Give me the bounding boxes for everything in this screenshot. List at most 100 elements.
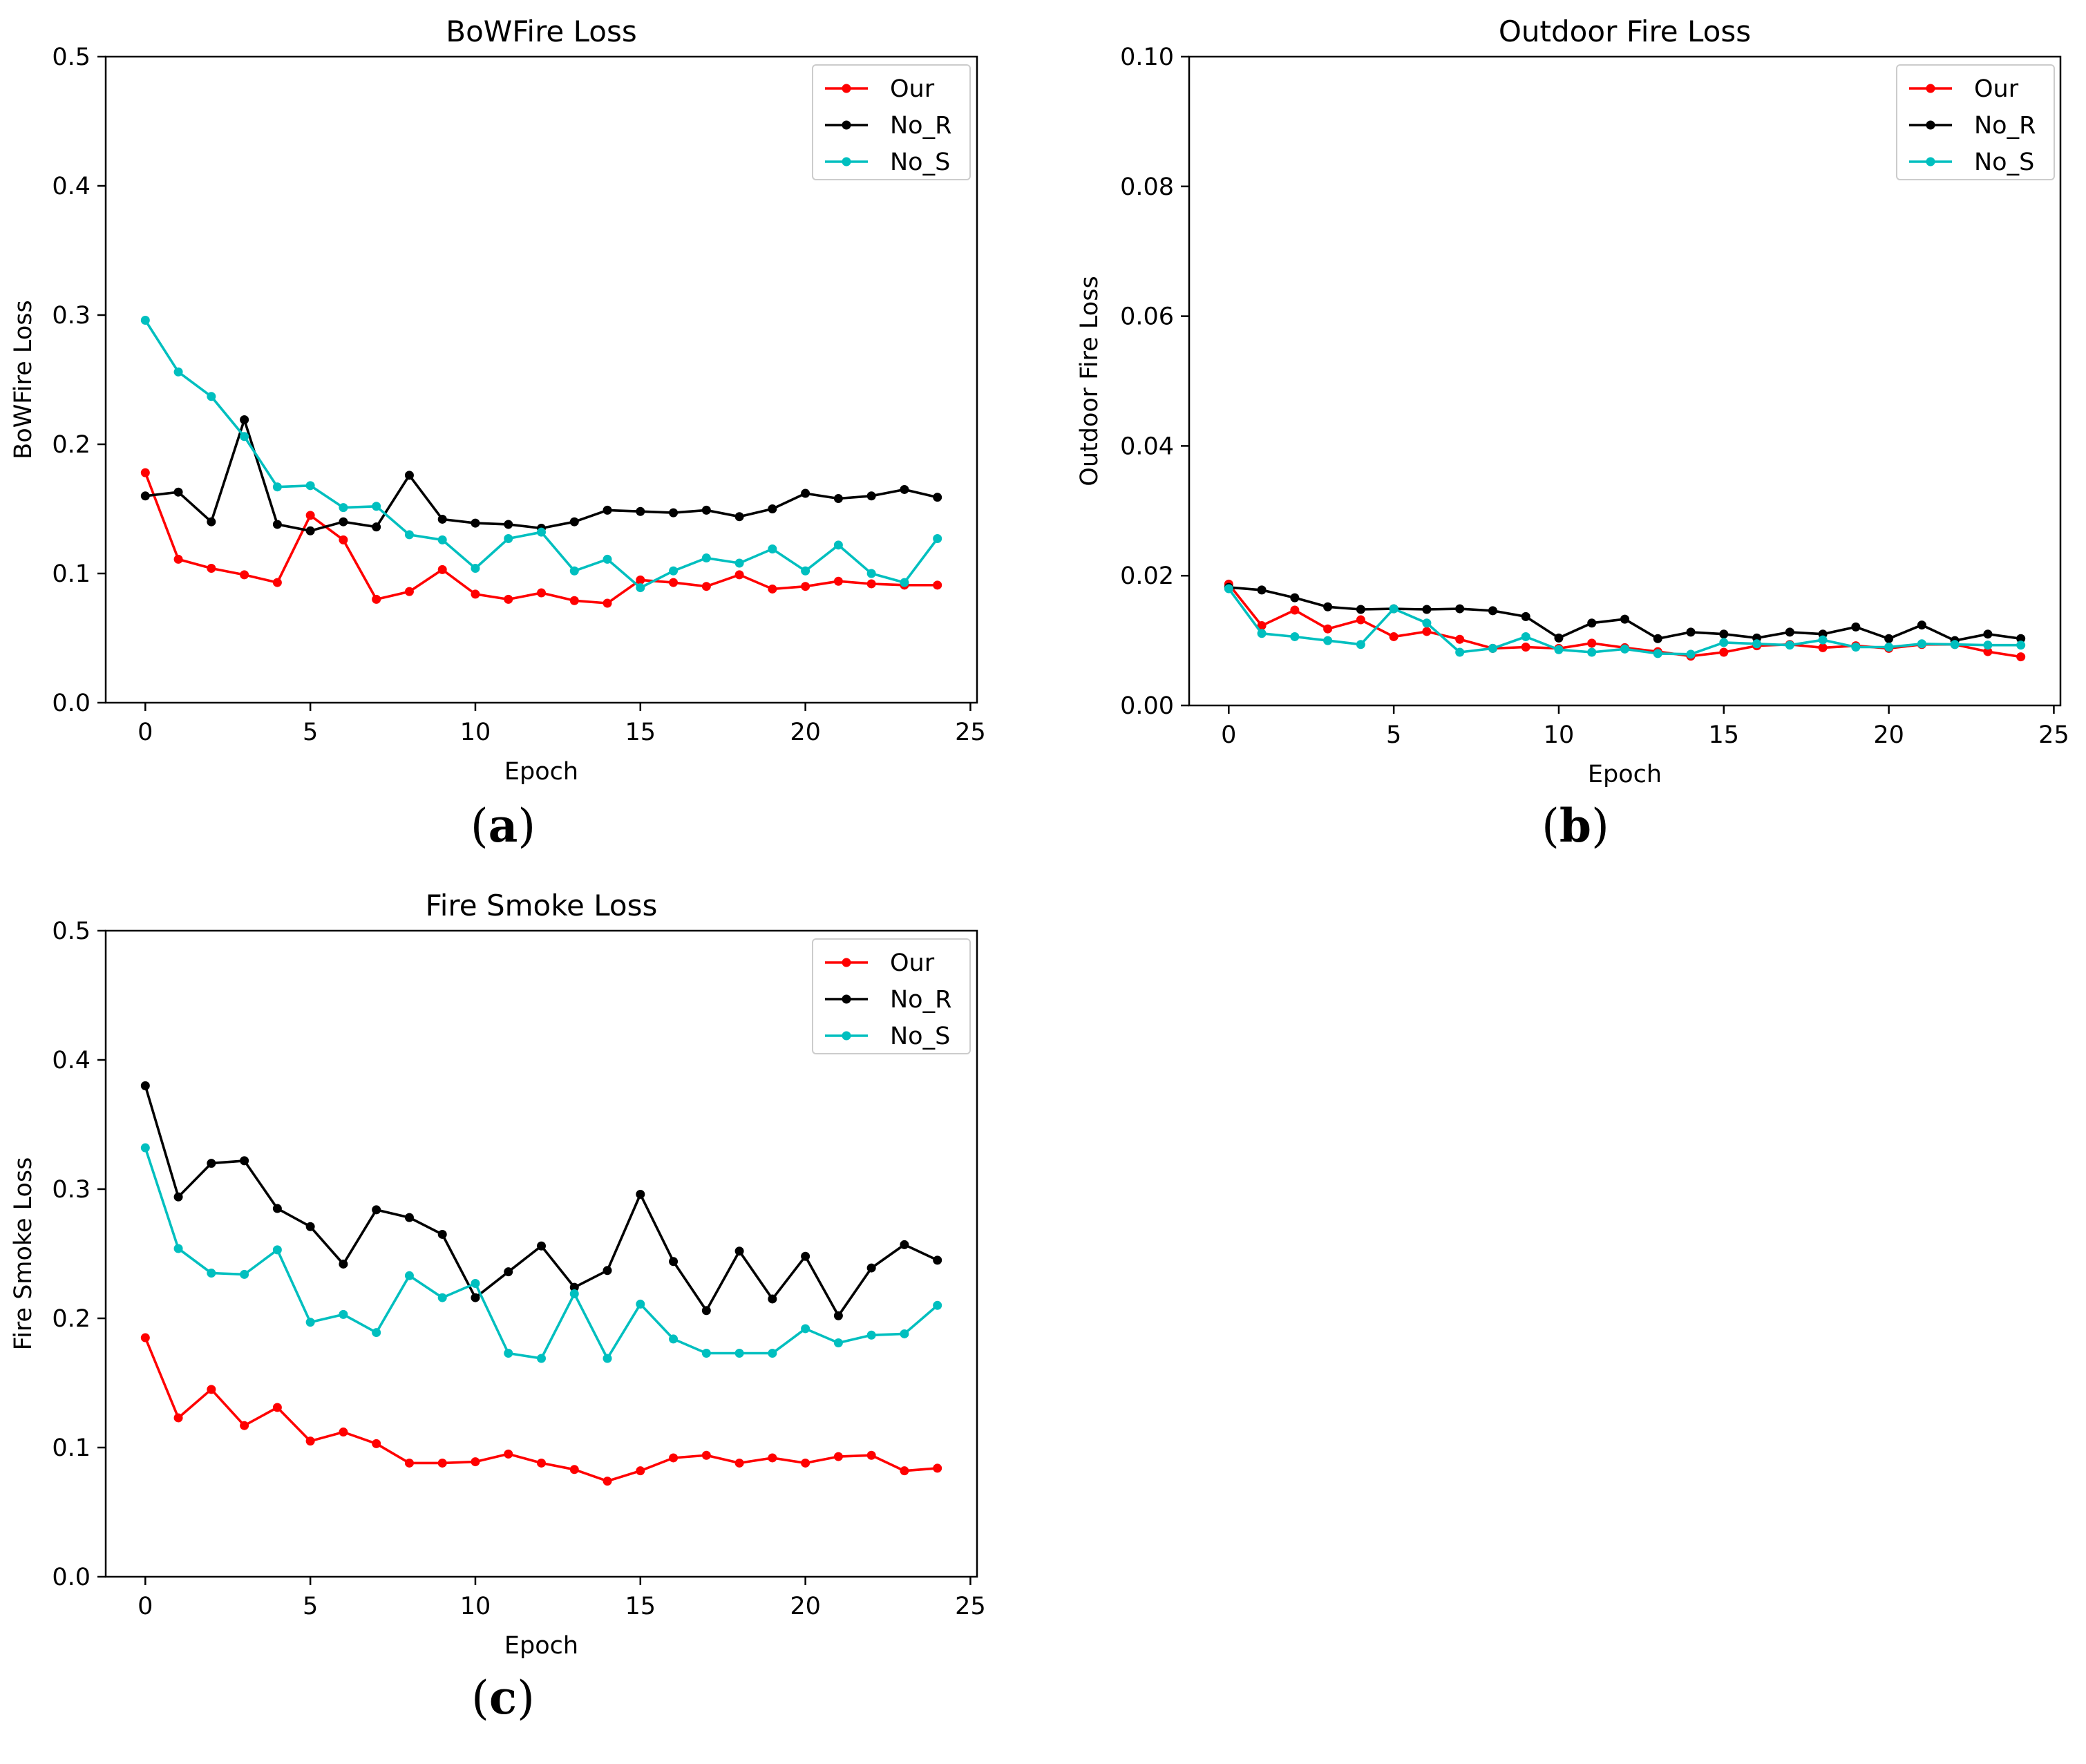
- data-point-no-r: [339, 517, 348, 527]
- data-point-our: [339, 1428, 348, 1437]
- data-point-no-r: [734, 1246, 744, 1256]
- data-point-no-r: [866, 491, 876, 501]
- legend-label-our: Our: [890, 949, 935, 977]
- x-tick-label: 0: [1221, 721, 1236, 749]
- data-point-no-r: [636, 1189, 645, 1199]
- panel-label: (b): [1542, 799, 1609, 853]
- data-point-no-s: [1686, 649, 1696, 659]
- y-axis-label: Fire Smoke Loss: [10, 1157, 37, 1351]
- data-point-our: [866, 1450, 876, 1460]
- x-tick-label: 10: [460, 719, 491, 746]
- data-point-no-s: [504, 1348, 513, 1358]
- panel-label-letter: a: [489, 799, 518, 853]
- data-point-no-s: [1455, 647, 1465, 657]
- data-point-our: [272, 578, 282, 587]
- data-point-our: [207, 564, 216, 573]
- data-point-no-s: [933, 1300, 942, 1310]
- data-point-our: [437, 1458, 447, 1468]
- data-point-no-s: [504, 534, 513, 544]
- data-point-our: [2016, 652, 2026, 662]
- panel-label-letter: b: [1559, 799, 1591, 853]
- data-point-our: [636, 575, 645, 585]
- data-point-our: [372, 594, 381, 604]
- data-point-no-s: [768, 544, 777, 553]
- data-point-no-r: [669, 1257, 679, 1267]
- data-point-no-s: [569, 1289, 579, 1298]
- data-point-no-s: [1752, 639, 1762, 649]
- data-point-no-s: [866, 1330, 876, 1340]
- panel-label: (c): [471, 1671, 535, 1725]
- x-tick-label: 25: [955, 719, 986, 746]
- panel-label-close-paren: ): [1591, 799, 1609, 853]
- legend-marker-no-r: [842, 994, 851, 1004]
- data-point-no-r: [801, 1251, 810, 1261]
- data-point-no-s: [305, 481, 315, 491]
- data-point-no-s: [701, 553, 711, 563]
- data-point-no-r: [207, 1159, 216, 1168]
- y-tick-label: 0.08: [1120, 173, 1174, 201]
- data-point-our: [833, 576, 843, 586]
- data-point-no-s: [272, 1245, 282, 1255]
- data-point-no-s: [569, 566, 579, 576]
- legend: Our No_R No_S: [812, 64, 971, 180]
- data-point-no-r: [1884, 634, 1894, 643]
- x-tick-label: 0: [138, 1593, 153, 1620]
- data-point-no-s: [537, 527, 546, 537]
- data-point-no-s: [207, 392, 216, 401]
- data-point-no-s: [305, 1318, 315, 1327]
- legend-marker-no-r: [842, 120, 851, 130]
- data-point-our: [603, 598, 612, 608]
- data-point-our: [801, 582, 810, 591]
- legend-marker-no-s: [842, 157, 851, 167]
- data-point-our: [1323, 624, 1333, 634]
- data-point-no-r: [305, 1222, 315, 1231]
- data-point-no-r: [1983, 629, 1993, 639]
- data-point-our: [833, 1452, 843, 1461]
- data-point-no-s: [404, 1271, 414, 1280]
- data-point-no-s: [1521, 632, 1530, 641]
- panel-label-letter: c: [489, 1671, 517, 1725]
- chart-panel-bowfire: 0 5 10 15 20 25 0.0 0.1 0.2 0.3 0.4 0.5 BoWFire Loss…: [10, 15, 986, 853]
- data-point-no-s: [900, 578, 909, 587]
- data-point-no-r: [701, 505, 711, 515]
- data-point-no-s: [140, 1143, 150, 1153]
- data-point-our: [1290, 605, 1300, 615]
- data-point-our: [140, 468, 150, 477]
- data-point-our: [537, 588, 546, 598]
- y-tick-label: 0.00: [1120, 692, 1174, 720]
- y-tick-label: 0.3: [52, 1176, 91, 1204]
- data-point-no-s: [1917, 639, 1926, 649]
- data-point-no-r: [504, 520, 513, 529]
- data-point-no-s: [801, 1324, 810, 1334]
- data-point-no-s: [1488, 643, 1497, 653]
- data-point-our: [305, 1436, 315, 1446]
- data-point-no-s: [1257, 629, 1267, 638]
- y-tick-label: 0.3: [52, 302, 91, 330]
- data-point-no-r: [734, 512, 744, 522]
- data-point-our: [140, 1333, 150, 1343]
- data-point-our: [471, 589, 480, 599]
- data-point-no-s: [404, 530, 414, 540]
- data-point-no-r: [339, 1259, 348, 1269]
- legend-box: [1896, 64, 2055, 180]
- data-point-no-s: [1389, 604, 1398, 614]
- data-point-our: [1356, 615, 1365, 625]
- data-point-no-s: [801, 566, 810, 576]
- data-point-no-r: [1785, 627, 1794, 637]
- data-point-no-r: [140, 1081, 150, 1090]
- legend-label-no-r: No_R: [890, 986, 951, 1014]
- data-point-our: [240, 570, 249, 580]
- data-point-no-s: [339, 503, 348, 513]
- data-point-no-r: [1917, 620, 1926, 630]
- data-point-no-r: [933, 1255, 942, 1265]
- x-axis-label: Epoch: [1588, 761, 1662, 788]
- data-point-our: [537, 1458, 546, 1468]
- data-point-no-s: [1554, 645, 1564, 654]
- data-point-no-r: [900, 1240, 909, 1249]
- y-tick-label: 0.4: [52, 1047, 91, 1074]
- data-point-no-s: [240, 1269, 249, 1279]
- data-point-no-s: [833, 540, 843, 550]
- data-point-our: [173, 1413, 183, 1423]
- data-point-our: [272, 1403, 282, 1412]
- x-tick-label: 20: [1873, 721, 1904, 749]
